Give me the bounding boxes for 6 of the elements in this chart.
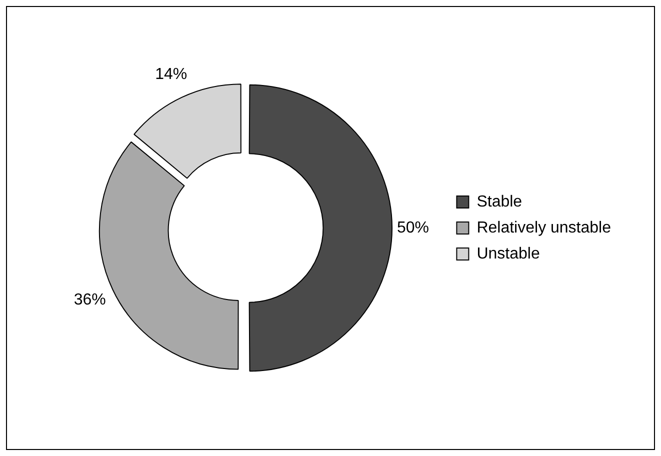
data-label: 50%: [397, 219, 430, 236]
legend-label: Unstable: [476, 245, 540, 262]
data-label: 14%: [155, 66, 188, 83]
data-label: 36%: [74, 292, 106, 309]
legend-label: Relatively unstable: [476, 219, 612, 236]
legend-label: Stable: [476, 193, 522, 210]
